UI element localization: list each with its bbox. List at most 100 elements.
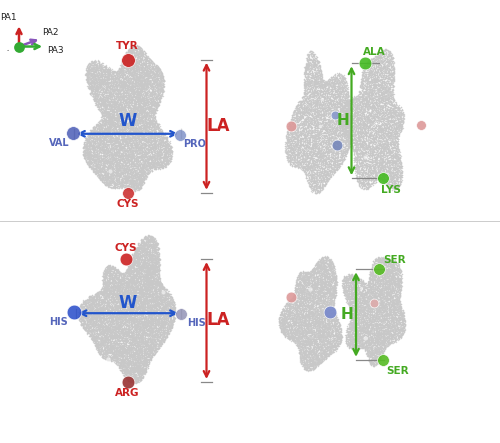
Point (321, 86, 329, 93)
Point (355, 334, 363, 341)
Point (330, 346, 338, 353)
Point (122, 86, 130, 93)
Point (372, 332, 380, 339)
Point (151, 338, 159, 345)
Point (108, 85, 116, 92)
Point (344, 297, 351, 304)
Point (151, 152, 159, 159)
Point (390, 148, 398, 155)
Point (98, 297, 106, 304)
Point (120, 167, 128, 174)
Point (94, 309, 102, 316)
Point (316, 318, 324, 325)
Point (122, 184, 130, 191)
Point (101, 148, 109, 155)
Point (133, 46, 141, 53)
Point (308, 174, 316, 181)
Point (128, 108, 136, 115)
Point (138, 336, 146, 343)
Point (316, 359, 324, 366)
Point (140, 96, 148, 103)
Point (82, 322, 90, 329)
Point (148, 286, 156, 293)
Point (141, 79, 149, 86)
Point (380, 144, 388, 152)
Point (124, 312, 132, 319)
Point (389, 295, 397, 303)
Point (324, 298, 332, 305)
Point (100, 90, 108, 97)
Point (112, 282, 120, 289)
Point (151, 148, 159, 155)
Point (136, 109, 143, 116)
Point (326, 109, 334, 117)
Point (300, 279, 308, 286)
Point (81, 144, 89, 151)
Point (390, 336, 398, 343)
Point (130, 69, 138, 76)
Point (286, 138, 294, 145)
Point (118, 344, 126, 351)
Point (348, 110, 356, 117)
Point (390, 278, 398, 285)
Point (166, 292, 174, 299)
Point (89, 68, 97, 75)
Point (127, 365, 135, 372)
Point (318, 180, 326, 187)
Point (388, 303, 396, 310)
Point (292, 109, 300, 116)
Point (370, 294, 378, 301)
Point (118, 308, 126, 315)
Point (304, 326, 312, 333)
Point (376, 308, 384, 315)
Point (123, 169, 131, 176)
Point (83, 83, 91, 90)
Point (374, 337, 382, 344)
Point (276, 318, 283, 325)
Point (156, 311, 164, 318)
Point (348, 336, 356, 343)
Point (97, 158, 105, 165)
Point (129, 72, 137, 79)
Point (386, 95, 394, 102)
Point (166, 322, 173, 329)
Point (144, 137, 152, 144)
Point (375, 54, 383, 62)
Point (382, 96, 390, 103)
Point (145, 80, 153, 87)
Point (340, 109, 347, 117)
Point (166, 293, 174, 300)
Point (320, 275, 328, 282)
Point (307, 352, 315, 359)
Point (170, 314, 177, 321)
Point (307, 183, 315, 190)
Point (324, 328, 332, 335)
Point (118, 152, 126, 159)
Point (288, 140, 296, 147)
Point (106, 283, 114, 290)
Point (122, 122, 130, 129)
Point (135, 71, 143, 78)
Point (98, 98, 106, 105)
Point (130, 322, 138, 329)
Point (372, 107, 380, 114)
Point (101, 173, 109, 180)
Point (136, 57, 144, 64)
Point (146, 346, 154, 354)
Point (326, 102, 334, 109)
Point (99, 347, 107, 354)
Point (370, 298, 378, 305)
Point (312, 169, 320, 176)
Point (112, 346, 120, 353)
Point (130, 69, 138, 76)
Point (378, 156, 386, 163)
Point (356, 337, 364, 344)
Point (103, 124, 111, 131)
Point (109, 309, 117, 316)
Point (102, 338, 110, 345)
Point (329, 302, 337, 309)
Point (335, 93, 343, 101)
Point (116, 282, 124, 289)
Point (97, 150, 105, 157)
Point (390, 64, 398, 71)
